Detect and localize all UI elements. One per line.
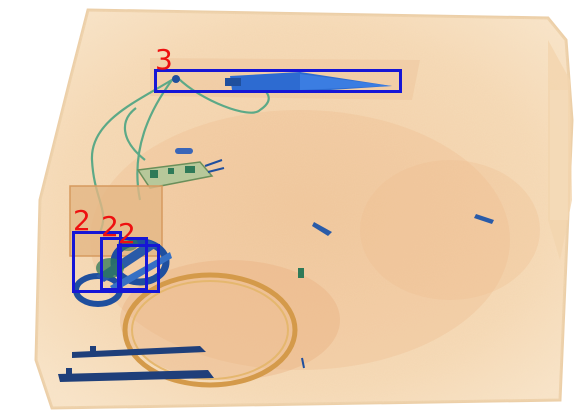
- long-metal-object: [172, 72, 392, 92]
- bag-silhouette: [34, 8, 574, 410]
- cable-coil: [122, 272, 298, 388]
- detection-box: [100, 237, 148, 291]
- small-metal-items: [298, 214, 494, 369]
- detection-label: 2: [73, 204, 91, 237]
- detection-label: 2: [101, 210, 119, 243]
- detection-box: [72, 231, 122, 293]
- circuit-board: [136, 148, 225, 189]
- detection-box: [154, 69, 402, 93]
- bottom-frame-rails: [58, 346, 214, 382]
- detection-label: 2: [118, 217, 136, 250]
- detection-label: 3: [155, 43, 173, 76]
- detection-box: [117, 244, 160, 293]
